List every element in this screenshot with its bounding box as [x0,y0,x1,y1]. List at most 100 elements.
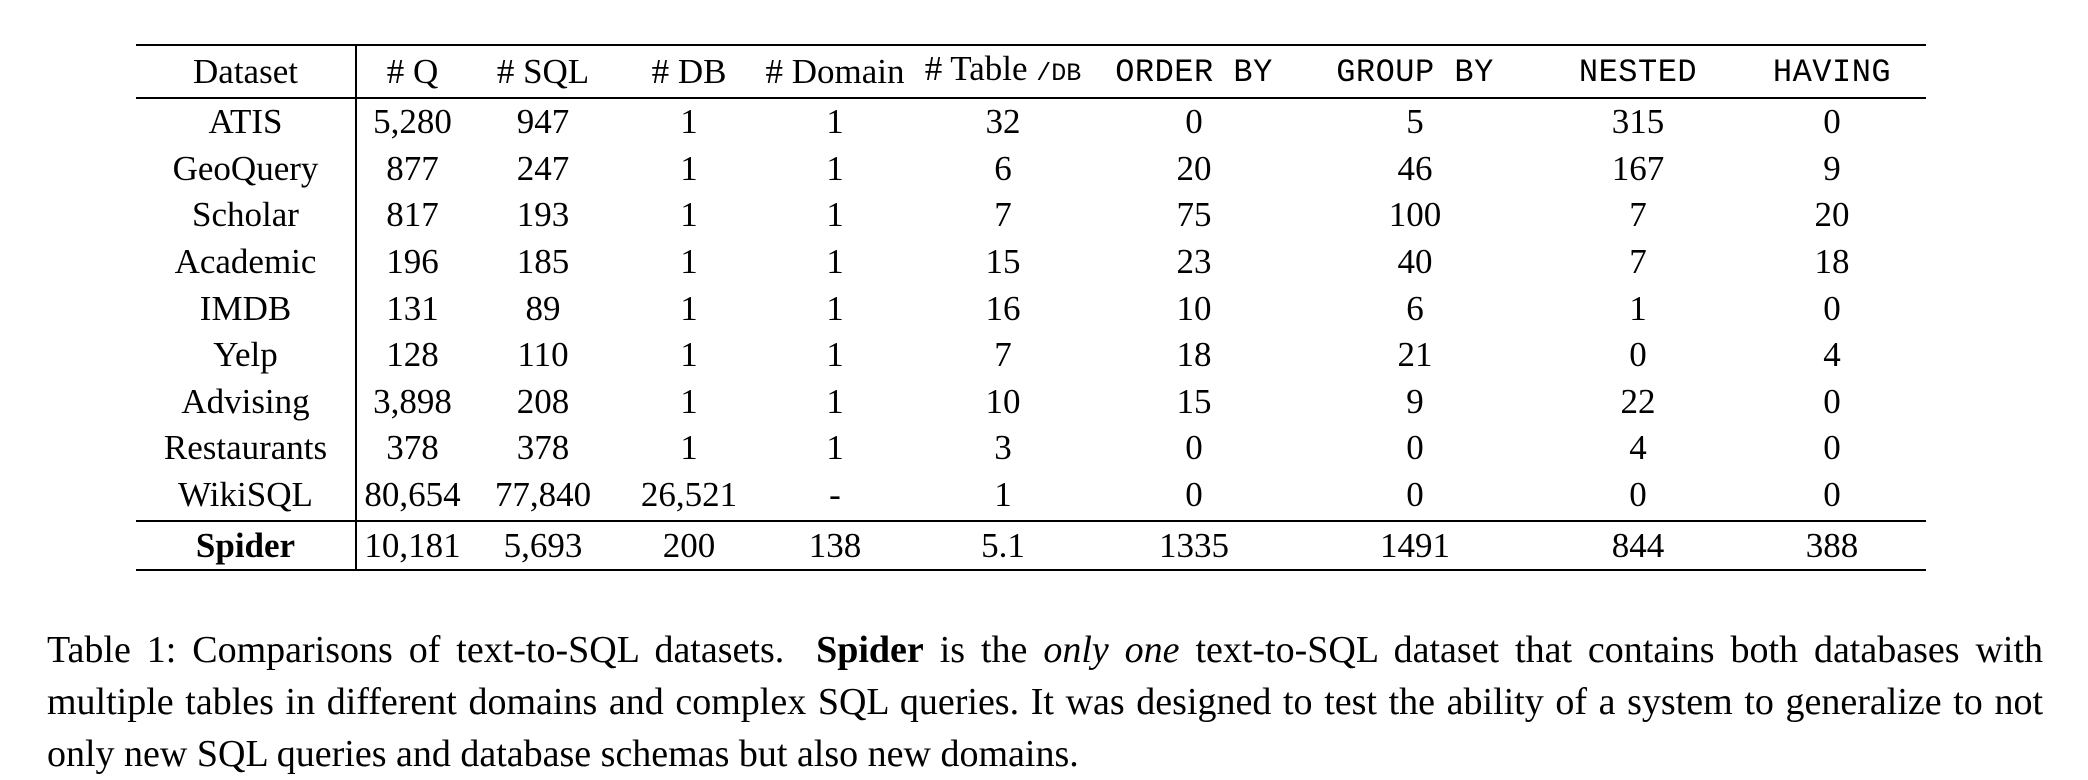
column-header-label: # Table [924,49,1028,88]
table-row: Restaurants 378 378 1 1 3 0 0 4 0 [136,425,1926,472]
table-cell: 0 [1185,475,1203,515]
table-cell: 3,898 [373,381,452,421]
table-cell: 315 [1611,102,1665,142]
column-header-label: # Domain [765,51,905,91]
table-cell: 196 [386,242,439,282]
table-cell: 7 [994,335,1012,375]
table-cell: 844 [1538,520,1738,571]
table-cell: 0 [1406,475,1424,515]
dataset-name-cell: Academic [136,238,357,286]
table-cell: 0 [1629,335,1647,375]
table-cell: 1 [826,102,844,142]
table-cell: 15 [985,242,1021,282]
column-header: # Q [356,44,468,99]
table-cell: 20 [1814,195,1850,235]
table-cell: - [829,475,841,515]
column-header-label: GROUP BY [1336,54,1494,91]
table-cell: 388 [1738,520,1926,571]
table-cell: 20 [1176,148,1212,188]
table-cell: 16 [985,288,1021,328]
dataset-name-cell-spider: Spider [136,520,357,571]
table-cell: 3 [994,428,1012,468]
column-header-suffix: /DB [1036,59,1082,88]
table-cell: 89 [525,288,561,328]
caption-part3: text-to-SQL dataset that contains both d… [47,629,2044,775]
table-cell: 0 [1823,428,1841,468]
table-cell: 0 [1823,102,1841,142]
dataset-name-cell: GeoQuery [136,145,357,193]
table-cell: 40 [1397,242,1433,282]
dataset-name-cell: WikiSQL [136,471,357,522]
caption-part2: is the [939,629,1028,671]
table-cell: 1 [826,195,844,235]
table-cell: 10 [1176,288,1212,328]
table-cell: 1 [680,242,698,282]
table-cell: 200 [618,520,760,571]
table-cell: 21 [1397,335,1433,375]
table-cell: 378 [386,428,439,468]
table-row: Advising 3,898 208 1 1 10 15 9 22 0 [136,378,1926,426]
table-cell: 1 [680,335,698,375]
column-header: ORDER BY [1096,44,1292,99]
caption-label: Table 1: [47,629,177,671]
table-cell: 128 [386,335,439,375]
table-row: ATIS 5,280 947 1 1 32 0 5 315 0 [136,98,1926,146]
table-row: Scholar 817 193 1 1 7 75 100 7 20 [136,192,1926,239]
table-cell: 208 [516,381,570,421]
column-header-label: # DB [651,51,727,91]
table-cell: 0 [1406,428,1424,468]
column-header: # Domain [760,44,910,99]
table-cell: 1 [680,381,698,421]
table-cell: 0 [1823,475,1841,515]
table-cell: 1 [826,288,844,328]
table-cell: 5,280 [373,102,452,142]
table-cell: 247 [516,148,570,188]
table-cell: 0 [1185,428,1203,468]
column-header: # SQL [468,44,618,99]
table-row: Academic 196 185 1 1 15 23 40 7 18 [136,238,1926,286]
table-cell: 22 [1620,381,1656,421]
table-cell: 10 [985,381,1021,421]
table-cell: 6 [994,148,1012,188]
table-cell: 77,840 [494,475,592,515]
table-cell: 18 [1814,242,1850,282]
column-header-label: NESTED [1578,54,1698,91]
table-cell: 1 [826,335,844,375]
table-caption: Table 1: Comparisons of text-to-SQL data… [47,624,2043,780]
table-cell: 4 [1823,335,1841,375]
table-cell: 4 [1629,428,1647,468]
table-cell: 5 [1406,102,1424,142]
table-cell: 5.1 [910,520,1096,571]
dataset-name-cell: ATIS [136,98,357,146]
table-cell: 23 [1176,242,1212,282]
table-cell: 1 [680,195,698,235]
table-cell: 10,181 [356,520,468,571]
column-header-label: HAVING [1772,54,1892,91]
table-cell: 26,521 [640,475,738,515]
table-row-spider: Spider 10,181 5,693 200 138 5.1 1335 1491 844 388 [136,520,1926,571]
column-header-label: ORDER BY [1115,54,1273,91]
column-header-label: # SQL [496,51,590,91]
table-cell: 100 [1388,195,1442,235]
column-header: # DB [618,44,760,99]
table-cell: 378 [516,428,570,468]
table-cell: 1 [680,428,698,468]
table-cell: 1 [994,475,1012,515]
table-row: GeoQuery 877 247 1 1 6 20 46 167 9 [136,145,1926,193]
column-header: # Table /DB [910,44,1096,99]
comparison-table: Dataset # Q # SQL # DB # Domain # Table /DB OR… [136,44,1926,571]
table-cell: 7 [994,195,1012,235]
table-cell: 0 [1823,288,1841,328]
table-cell: 0 [1185,102,1203,142]
table-cell: 1491 [1292,520,1538,571]
caption-italic-only-one: only one [1043,629,1180,671]
table-cell: 138 [760,520,910,571]
table-cell: 9 [1823,148,1841,188]
table-cell: 947 [516,102,570,142]
column-header: HAVING [1738,44,1926,99]
table-cell: 1 [826,148,844,188]
dataset-name-cell: Advising [136,378,357,426]
table-cell: 32 [985,102,1021,142]
table-cell: 7 [1629,195,1647,235]
table-cell: 1 [1629,288,1647,328]
